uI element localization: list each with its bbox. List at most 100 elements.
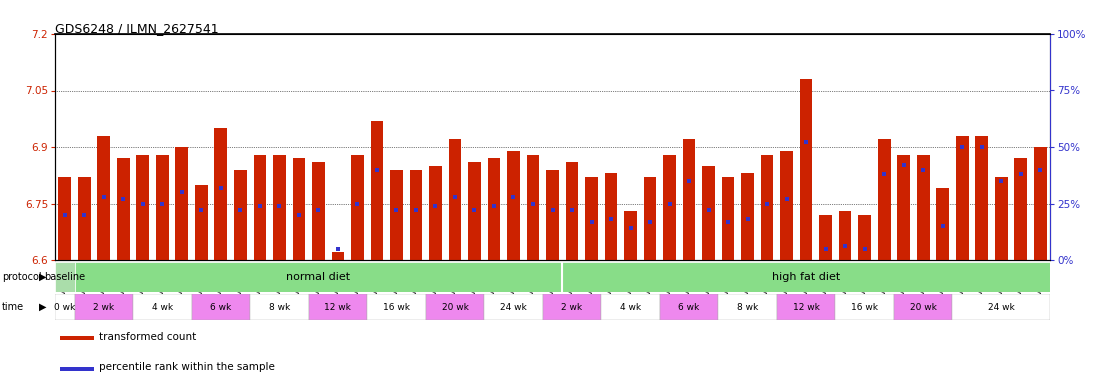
Bar [309,294,367,320]
Bar [624,211,637,260]
Bar [643,177,657,260]
Bar [975,136,988,260]
Bar [894,294,952,320]
Bar [995,177,1008,260]
Text: ▶: ▶ [38,272,46,282]
Bar [1034,147,1046,260]
Bar [605,173,617,260]
Bar [507,151,519,260]
Text: 2 wk: 2 wk [93,303,114,311]
Bar [897,154,910,260]
Bar [176,147,188,260]
Bar [55,262,75,292]
Bar [917,154,930,260]
Bar [468,162,481,260]
Bar [565,162,579,260]
Bar [351,154,363,260]
Bar [488,158,501,260]
Text: 2 wk: 2 wk [561,303,583,311]
Bar [58,177,71,260]
Bar [273,154,285,260]
Bar [117,158,130,260]
Bar [761,154,773,260]
Text: 8 wk: 8 wk [269,303,290,311]
Bar [839,211,851,260]
Bar [1015,158,1027,260]
Bar [799,79,813,260]
Text: baseline: baseline [44,272,86,282]
Text: 12 wk: 12 wk [324,303,351,311]
Bar [956,136,968,260]
Bar [191,294,250,320]
Text: time: time [2,302,24,312]
Bar [214,128,227,260]
Bar [877,139,890,260]
Bar [390,170,403,260]
Bar [370,121,383,260]
Bar [250,294,309,320]
Bar [75,294,133,320]
Bar [136,154,149,260]
Bar [777,294,836,320]
Bar [98,136,110,260]
Text: high fat diet: high fat diet [772,272,840,282]
Text: 16 wk: 16 wk [383,303,410,311]
Bar [426,294,484,320]
Bar [562,262,1060,292]
Bar [254,154,266,260]
Bar [859,215,871,260]
Bar [484,294,542,320]
Bar [410,170,423,260]
Bar [55,294,75,320]
Text: 12 wk: 12 wk [793,303,819,311]
Bar [819,215,832,260]
Text: 20 wk: 20 wk [910,303,937,311]
Bar [718,294,777,320]
Bar [449,139,461,260]
Text: 16 wk: 16 wk [851,303,878,311]
Bar [78,177,91,260]
Bar [292,158,305,260]
Text: 0 wk: 0 wk [54,303,76,311]
Bar [781,151,793,260]
Bar [234,170,247,260]
Text: 24 wk: 24 wk [500,303,527,311]
Bar [741,173,754,260]
Text: percentile rank within the sample: percentile rank within the sample [99,362,274,372]
Bar [367,294,426,320]
Bar [937,189,949,260]
Bar [683,139,695,260]
Bar [585,177,597,260]
Text: ▶: ▶ [38,302,46,312]
Bar [721,177,735,260]
Bar [546,170,559,260]
Bar [60,367,94,371]
Bar [527,154,539,260]
Bar [332,252,345,260]
Bar [312,162,325,260]
Text: normal diet: normal diet [287,272,350,282]
Text: 6 wk: 6 wk [210,303,232,311]
Bar [156,154,169,260]
Bar [660,294,718,320]
Bar [703,166,715,260]
Bar [195,185,208,260]
Bar [75,262,562,292]
Text: protocol: protocol [2,272,42,282]
Text: 4 wk: 4 wk [152,303,172,311]
Text: 20 wk: 20 wk [441,303,469,311]
Bar [429,166,441,260]
Text: 8 wk: 8 wk [737,303,759,311]
Bar [836,294,894,320]
Bar [133,294,191,320]
Bar [663,154,676,260]
Bar [60,336,94,340]
Text: 24 wk: 24 wk [988,303,1015,311]
Text: GDS6248 / ILMN_2627541: GDS6248 / ILMN_2627541 [55,22,219,35]
Bar [952,294,1050,320]
Text: 6 wk: 6 wk [679,303,699,311]
Bar [602,294,660,320]
Text: transformed count: transformed count [99,332,197,342]
Bar [542,294,602,320]
Text: 4 wk: 4 wk [620,303,641,311]
